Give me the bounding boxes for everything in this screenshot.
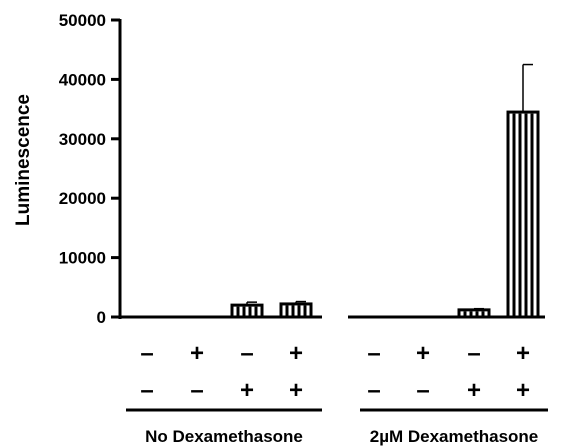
group-label: No Dexamethasone <box>145 427 303 446</box>
condition-sign-row1: + <box>416 340 430 367</box>
condition-signs: – – + – – + + + – – + – – + + + <box>140 340 530 404</box>
condition-sign-row1: + <box>190 340 204 367</box>
group-label: 2µM Dexamethasone <box>370 427 539 446</box>
condition-sign-row2: + <box>516 377 530 404</box>
condition-sign-row2: + <box>467 377 481 404</box>
condition-sign-row2: – <box>190 377 203 404</box>
y-tick-label: 0 <box>97 308 106 327</box>
y-tick-label: 20000 <box>59 189 106 208</box>
y-axis: 0 10000 20000 30000 40000 50000 <box>59 11 122 327</box>
condition-sign-row1: – <box>240 340 253 367</box>
y-tick-label: 40000 <box>59 70 106 89</box>
y-tick-label: 10000 <box>59 249 106 268</box>
condition-sign-row2: – <box>416 377 429 404</box>
condition-sign-row1: + <box>289 340 303 367</box>
y-axis-label: Luminescence <box>13 94 34 226</box>
y-tick-label: 50000 <box>59 11 106 30</box>
condition-sign-row1: – <box>467 340 480 367</box>
condition-sign-row2: + <box>240 377 254 404</box>
condition-sign-row2: – <box>367 377 380 404</box>
bars <box>120 63 545 319</box>
group-labels: No Dexamethasone 2µM Dexamethasone <box>126 408 548 446</box>
condition-sign-row1: – <box>367 340 380 367</box>
condition-sign-row2: – <box>140 377 153 404</box>
condition-sign-row2: + <box>289 377 303 404</box>
y-tick-label: 30000 <box>59 130 106 149</box>
condition-sign-row1: + <box>516 340 530 367</box>
condition-sign-row1: – <box>140 340 153 367</box>
